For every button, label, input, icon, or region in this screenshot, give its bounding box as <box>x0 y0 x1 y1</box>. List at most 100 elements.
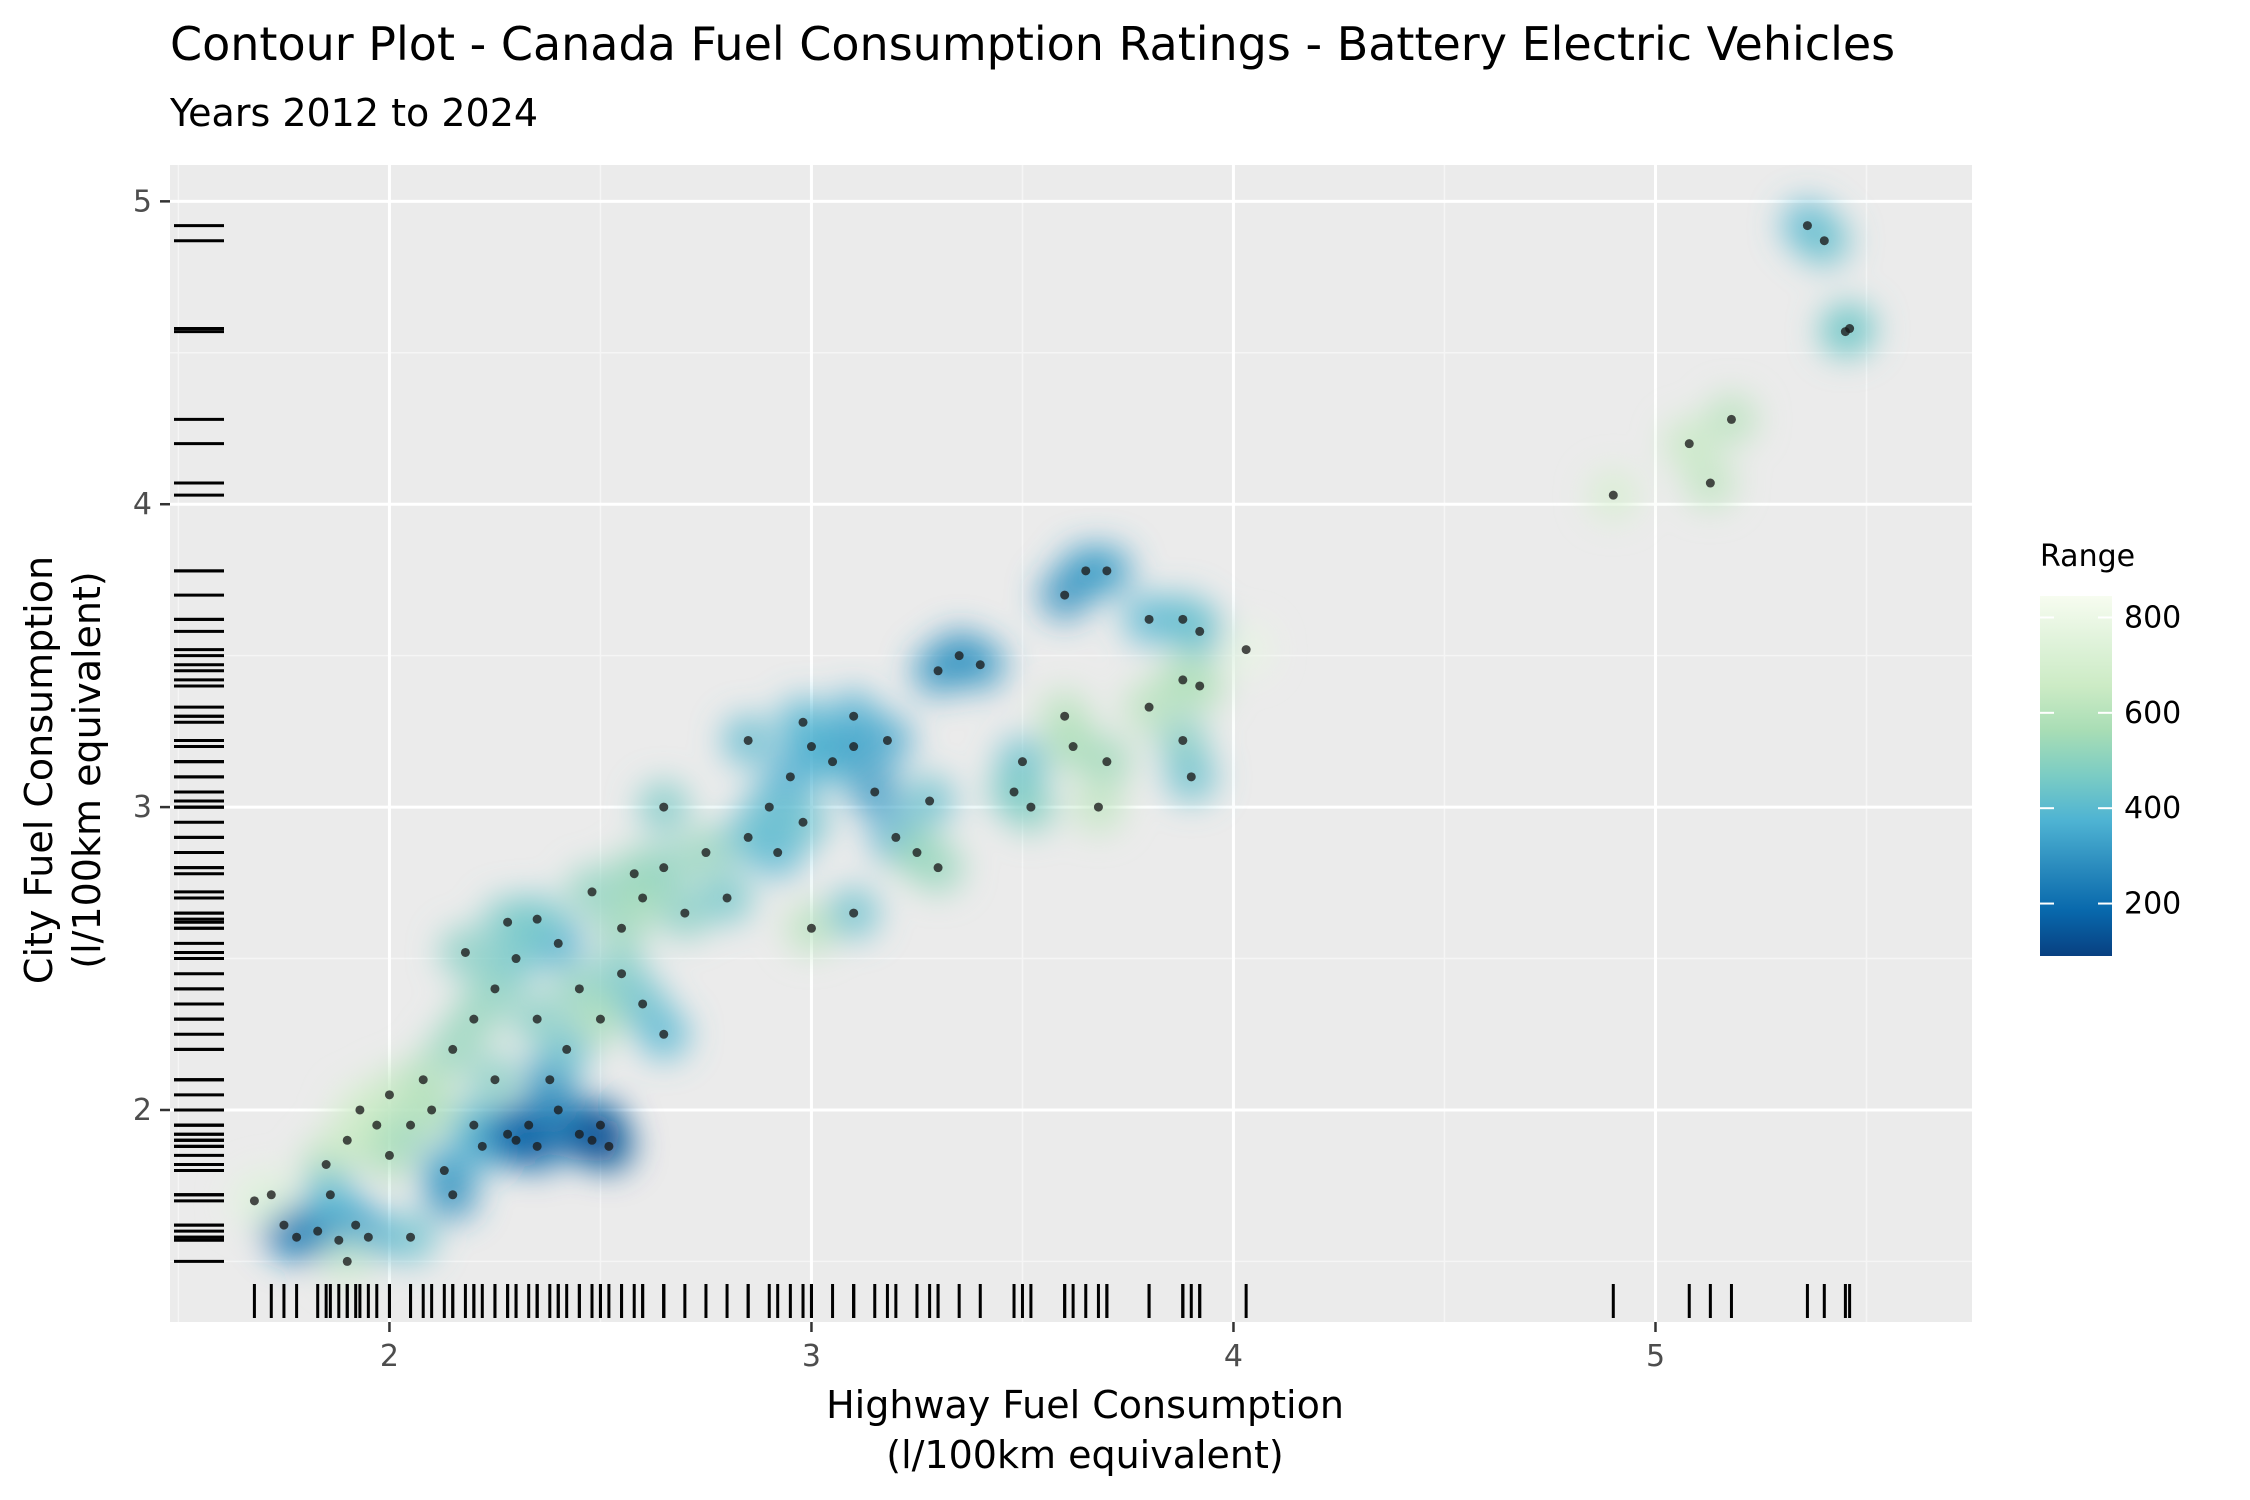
data-point <box>384 1090 394 1100</box>
data-point <box>798 817 808 827</box>
data-point <box>334 1235 344 1245</box>
data-point <box>511 1135 521 1145</box>
x-tick-label: 2 <box>380 1339 399 1374</box>
data-point <box>659 802 669 812</box>
data-point <box>870 787 880 797</box>
legend-tick-label: 800 <box>2124 600 2181 635</box>
data-point <box>638 999 648 1009</box>
data-point <box>427 1105 437 1115</box>
data-point <box>342 1135 352 1145</box>
data-point <box>882 735 892 745</box>
data-point <box>439 1166 449 1176</box>
x-axis-title-line2: (l/100km equivalent) <box>886 1433 1283 1477</box>
data-point <box>1060 711 1070 721</box>
data-point <box>562 1044 572 1054</box>
y-axis-title-line2: (l/100km equivalent) <box>65 571 109 968</box>
data-point <box>849 742 859 752</box>
data-point <box>849 908 859 918</box>
legend: Range 200 400 600 800 <box>2040 539 2181 956</box>
data-point <box>743 832 753 842</box>
data-point <box>1845 324 1855 334</box>
data-point <box>925 796 935 806</box>
data-point <box>406 1120 416 1130</box>
data-point <box>279 1220 289 1230</box>
x-tick-label: 3 <box>802 1339 821 1374</box>
data-point <box>638 893 648 903</box>
data-point <box>1093 802 1103 812</box>
y-rug-marks <box>174 224 224 1263</box>
data-point <box>806 923 816 933</box>
legend-tick-label: 400 <box>2124 791 2181 826</box>
data-point <box>1195 681 1205 691</box>
data-point <box>532 1014 542 1024</box>
data-point <box>1241 645 1251 655</box>
data-point <box>617 969 627 979</box>
data-point <box>418 1075 428 1085</box>
data-point <box>448 1190 458 1200</box>
data-point <box>532 914 542 924</box>
data-point <box>891 832 901 842</box>
data-point <box>490 984 500 994</box>
data-point <box>785 772 795 782</box>
data-point <box>743 735 753 745</box>
legend-colorbar <box>2040 596 2112 956</box>
y-tick-label: 4 <box>133 487 152 522</box>
data-point <box>1195 626 1205 636</box>
axes: 2 3 4 5 2 3 4 5 <box>133 184 1665 1374</box>
data-point <box>954 651 964 661</box>
data-point <box>773 848 783 858</box>
x-tick-label: 4 <box>1224 1339 1243 1374</box>
data-point <box>342 1256 352 1266</box>
data-point <box>524 1120 534 1130</box>
data-point <box>1102 757 1112 767</box>
data-point <box>1102 566 1112 576</box>
data-point <box>545 1075 555 1085</box>
data-point <box>659 863 669 873</box>
data-point <box>372 1120 382 1130</box>
y-axis-title-line1: City Fuel Consumption <box>17 556 61 984</box>
data-point <box>384 1150 394 1160</box>
data-point <box>975 660 985 670</box>
legend-tick-label: 600 <box>2124 696 2181 731</box>
x-rug-marks <box>252 1284 1852 1318</box>
data-point <box>460 947 470 957</box>
data-point <box>701 848 711 858</box>
chart-subtitle: Years 2012 to 2024 <box>169 91 538 135</box>
data-point <box>574 984 584 994</box>
data-point <box>659 1029 669 1039</box>
data-point <box>604 1141 614 1151</box>
data-point <box>1178 735 1188 745</box>
data-point <box>849 711 859 721</box>
data-point <box>292 1232 302 1242</box>
data-point <box>764 802 774 812</box>
y-tick-label: 3 <box>133 790 152 825</box>
data-point <box>1819 236 1829 246</box>
data-point <box>1081 566 1091 576</box>
data-point <box>680 908 690 918</box>
data-point <box>1726 414 1736 424</box>
data-point <box>933 863 943 873</box>
data-point <box>321 1160 331 1170</box>
x-tick-label: 5 <box>1646 1339 1665 1374</box>
data-point <box>828 757 838 767</box>
data-point <box>406 1232 416 1242</box>
legend-ticks: 200 400 600 800 <box>2040 600 2181 922</box>
data-point <box>1068 742 1078 752</box>
data-point <box>266 1190 276 1200</box>
chart-title: Contour Plot - Canada Fuel Consumption R… <box>170 17 1895 71</box>
plot-panel <box>170 165 1972 1322</box>
data-point <box>1178 614 1188 624</box>
data-point <box>477 1141 487 1151</box>
data-point <box>1802 221 1812 231</box>
data-point <box>503 1129 513 1139</box>
data-point <box>313 1226 323 1236</box>
data-point <box>1144 702 1154 712</box>
data-point <box>629 869 639 879</box>
data-point <box>1186 772 1196 782</box>
data-point <box>1009 787 1019 797</box>
data-point <box>1144 614 1154 624</box>
y-tick-label: 2 <box>133 1093 152 1128</box>
data-point <box>587 1135 597 1145</box>
data-point <box>1060 590 1070 600</box>
data-point <box>325 1190 335 1200</box>
